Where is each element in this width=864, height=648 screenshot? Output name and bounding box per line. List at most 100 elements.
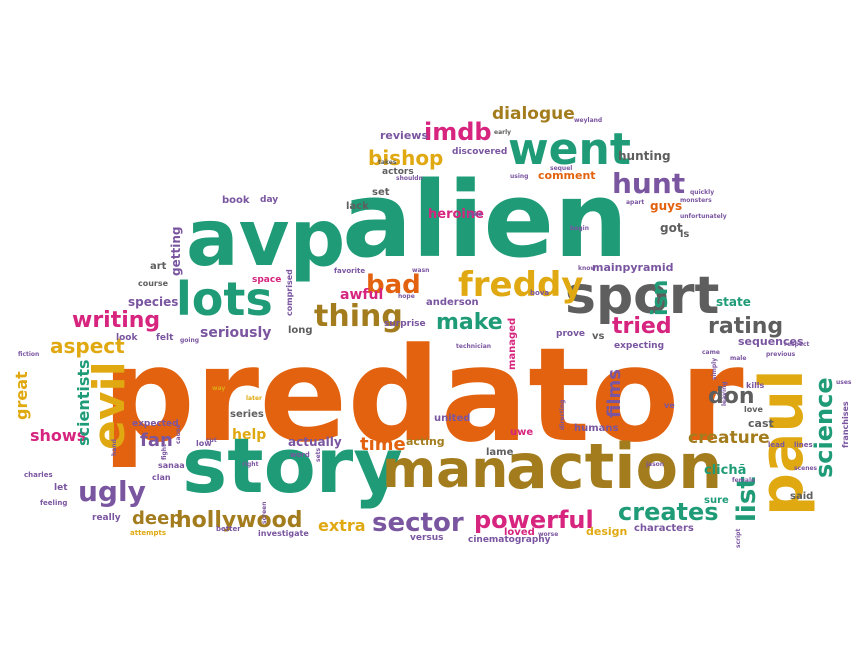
- word-unfortunately: unfortunately: [680, 213, 727, 220]
- word-lame: lame: [486, 447, 514, 458]
- word-long: long: [288, 325, 313, 336]
- word-shows: shows: [30, 426, 87, 445]
- word-way: way: [212, 385, 226, 392]
- word-comment: comment: [538, 169, 596, 182]
- word-lines: lines: [794, 441, 813, 449]
- word-cause: cause: [175, 424, 182, 444]
- word-right: right: [242, 461, 259, 468]
- word-begin: begin: [570, 225, 589, 232]
- word-hollywood: hollywood: [176, 508, 303, 533]
- word-wasn: wasn: [412, 267, 430, 274]
- word-felt: felt: [156, 333, 174, 343]
- word-course: course: [138, 279, 169, 288]
- word-jason: jason: [646, 461, 665, 468]
- word-rating: rating: [708, 314, 784, 339]
- word-sanaa: sanaa: [158, 461, 185, 470]
- word-fight: fight: [161, 444, 168, 460]
- word-versus: versus: [410, 533, 444, 543]
- word-seriously: seriously: [200, 325, 272, 341]
- word-going: going: [180, 337, 200, 344]
- word-lead: lead: [768, 441, 785, 449]
- word-discovered: discovered: [452, 147, 508, 157]
- word-sport: sport: [565, 266, 720, 326]
- word-book: book: [222, 195, 250, 206]
- word-avp: avp: [186, 194, 346, 284]
- word-shouldn: shouldn: [396, 175, 423, 182]
- word-let: let: [54, 483, 68, 493]
- word-hunt: hunt: [612, 167, 686, 200]
- word-scenes: scenes: [794, 465, 818, 472]
- word-cast: cast: [748, 417, 774, 430]
- word-worse: worse: [538, 531, 559, 538]
- word-man: man: [382, 440, 509, 500]
- word-expecting: expecting: [614, 341, 665, 351]
- word-comprised: comprised: [285, 269, 294, 316]
- word-uwe: uwe: [510, 427, 534, 438]
- word-action: action: [506, 430, 723, 503]
- word-species: species: [128, 295, 179, 309]
- word-acting: acting: [406, 435, 445, 448]
- word-films: films: [604, 369, 625, 418]
- word-love: love: [744, 405, 763, 414]
- word-sequel: sequel: [550, 165, 573, 172]
- word-monsters: monsters: [680, 197, 712, 204]
- word-extra: extra: [318, 516, 366, 535]
- word-quickly: quickly: [690, 189, 715, 196]
- word-space: space: [252, 275, 282, 285]
- word-directing: directing: [559, 399, 566, 430]
- word-really: really: [92, 513, 121, 523]
- word-great: great: [12, 371, 31, 420]
- word-franchises: franchises: [841, 401, 850, 448]
- word-anderson: anderson: [426, 297, 479, 308]
- word-kills: kills: [746, 381, 765, 390]
- word-respect: respect: [784, 341, 810, 348]
- word-favorite: favorite: [334, 267, 366, 275]
- word-previous: previous: [766, 351, 796, 358]
- word-investigate: investigate: [258, 529, 309, 538]
- word-said: said: [790, 491, 814, 502]
- word-state: state: [716, 295, 751, 309]
- word-female: female: [732, 477, 756, 484]
- word-later: later: [246, 395, 263, 402]
- word-weyland: weyland: [574, 117, 603, 124]
- word-ve: ve: [664, 401, 675, 410]
- word-low: low: [196, 439, 212, 448]
- word-charles: charles: [24, 471, 53, 479]
- word-using: using: [510, 173, 529, 180]
- word-design: design: [586, 525, 628, 538]
- word-came: came: [702, 349, 720, 356]
- word-male: male: [730, 355, 747, 362]
- word-imdb: imdb: [424, 118, 492, 146]
- word-managed: managed: [507, 317, 518, 370]
- word-cinematography: cinematography: [468, 535, 551, 545]
- word-joke: joke: [468, 211, 483, 218]
- word-don: don: [708, 384, 755, 409]
- word-humans: humans: [574, 423, 619, 434]
- word-ls: ls: [680, 229, 690, 240]
- word-loved: loved: [504, 527, 535, 538]
- word-sector: sector: [372, 508, 464, 538]
- word-mainpyramid: mainpyramid: [592, 261, 674, 274]
- word-word: word: [290, 451, 310, 459]
- word-art: art: [150, 261, 167, 272]
- word-script: script: [735, 528, 742, 548]
- word-hunting: hunting: [618, 149, 671, 163]
- word-clich-: clichã: [704, 463, 747, 478]
- word-hope: hope: [398, 293, 415, 300]
- word-help: help: [232, 427, 267, 443]
- word-awful: awful: [340, 287, 384, 303]
- word-day: day: [260, 195, 279, 205]
- word-guys: guys: [650, 199, 683, 213]
- word-united: united: [434, 413, 471, 424]
- word-early: early: [494, 129, 512, 136]
- word-dialogue: dialogue: [492, 104, 575, 124]
- word-simply: simply: [711, 357, 718, 380]
- word-creature: creature: [688, 428, 770, 448]
- word-reviews: reviews: [380, 129, 428, 142]
- word-lots: lots: [176, 272, 273, 326]
- word-actually: actually: [288, 435, 342, 449]
- word-sets: sets: [315, 447, 322, 462]
- word-scientists: scientists: [74, 359, 93, 446]
- word-bad: bad: [366, 270, 421, 300]
- word-set: set: [372, 187, 390, 198]
